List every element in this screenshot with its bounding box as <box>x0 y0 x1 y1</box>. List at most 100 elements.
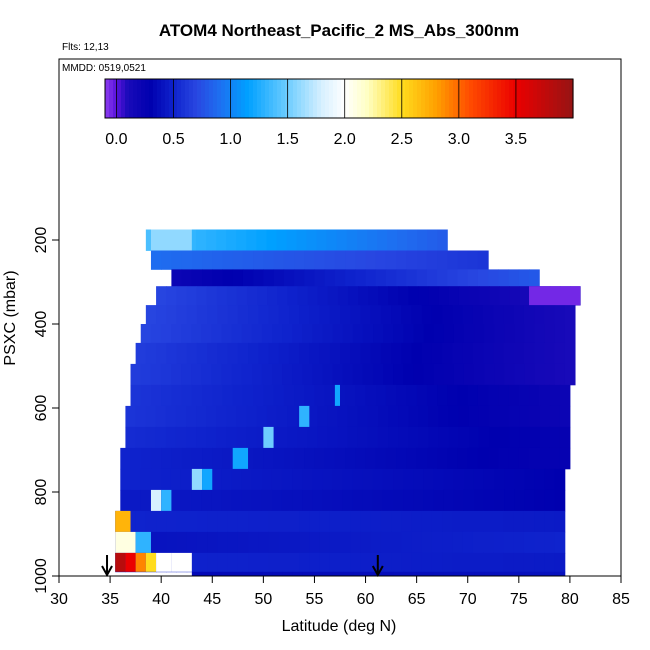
heatmap-cell <box>391 531 402 554</box>
heatmap-cell <box>524 468 535 491</box>
heatmap-cell <box>207 510 218 533</box>
heatmap-cell <box>251 363 263 386</box>
heatmap-cell <box>544 468 556 491</box>
heatmap-cell <box>370 342 382 365</box>
heatmap-cell <box>539 426 551 449</box>
heatmap-feature-cell <box>135 531 151 553</box>
heatmap-cell <box>503 510 515 533</box>
heatmap-cell <box>448 286 460 306</box>
heatmap-cell <box>358 286 369 306</box>
heatmap-cell <box>503 552 515 573</box>
heatmap-cell <box>488 269 499 287</box>
heatmap-cell <box>312 324 324 344</box>
heatmap-cell <box>181 250 193 270</box>
heatmap-cell <box>452 552 464 573</box>
heatmap-cell <box>307 405 318 428</box>
colorbar-segment <box>557 79 562 118</box>
heatmap-cell <box>413 489 424 512</box>
colorbar-segment <box>561 79 566 118</box>
heatmap-cell <box>554 510 566 533</box>
heatmap-cell <box>253 250 264 270</box>
heatmap-cell <box>216 426 227 449</box>
heatmap-cell <box>263 384 275 407</box>
heatmap-cell <box>484 324 495 344</box>
heatmap-cell <box>452 531 464 554</box>
heatmap-feature-cell <box>115 510 131 532</box>
heatmap-cell <box>332 324 344 344</box>
heatmap-cell <box>483 342 494 365</box>
colorbar-segment <box>133 79 138 118</box>
heatmap-cell <box>518 447 530 470</box>
heatmap-cell <box>232 250 244 270</box>
heatmap-cell <box>534 324 546 344</box>
heatmap-cell <box>362 363 374 386</box>
heatmap-cell <box>391 510 402 533</box>
heatmap-cell <box>360 510 372 533</box>
heatmap-cell <box>276 405 288 428</box>
heatmap-cell <box>398 405 409 428</box>
heatmap-cell <box>186 305 198 325</box>
heatmap-cell <box>272 324 283 344</box>
heatmap-cell <box>273 447 285 470</box>
heatmap-cell <box>549 447 561 470</box>
heatmap-cell <box>342 489 354 512</box>
heatmap-cell <box>294 447 305 470</box>
heatmap-feature-cell <box>115 531 136 553</box>
heatmap-cell <box>222 269 234 287</box>
heatmap-cell <box>477 269 489 287</box>
colorbar-segment <box>517 79 522 118</box>
heatmap-cell <box>372 363 384 386</box>
heatmap-cell <box>288 552 300 573</box>
heatmap-cell <box>307 426 318 449</box>
colorbar-segment <box>261 79 266 118</box>
heatmap-cell <box>382 468 394 491</box>
heatmap-cell <box>170 468 182 491</box>
colorbar-segment <box>121 79 126 118</box>
heatmap-feature-cell <box>150 489 162 511</box>
heatmap-cell <box>322 489 333 512</box>
heatmap-cell <box>411 531 423 554</box>
heatmap-cell <box>357 426 369 449</box>
heatmap-cell <box>380 510 392 533</box>
heatmap-cell <box>524 363 536 386</box>
heatmap-cell <box>477 447 489 470</box>
heatmap-cell <box>564 305 576 325</box>
heatmap-cell <box>191 571 203 577</box>
heatmap-cell <box>448 405 460 428</box>
heatmap-cell <box>421 305 433 325</box>
colorbar-segment <box>481 79 486 118</box>
heatmap-cell <box>246 286 258 306</box>
heatmap-cell <box>401 510 413 533</box>
heatmap-cell <box>201 324 212 344</box>
heatmap-cell <box>493 510 504 533</box>
heatmap-cell <box>380 305 392 325</box>
heatmap-cell <box>186 552 198 573</box>
heatmap-cell <box>365 250 377 270</box>
heatmap-cell <box>160 468 172 491</box>
heatmap-cell <box>376 229 388 251</box>
heatmap-cell <box>469 286 480 306</box>
heatmap-cell <box>413 324 425 344</box>
heatmap-cell <box>186 531 198 554</box>
heatmap-cell <box>181 384 193 407</box>
heatmap-cell <box>135 510 147 533</box>
heatmap-cell <box>283 447 295 470</box>
heatmap-feature-cell <box>191 468 203 490</box>
colorbar-segment <box>501 79 506 118</box>
colorbar-segment <box>237 79 242 118</box>
profile-markers <box>101 555 384 578</box>
heatmap-cell <box>196 426 207 449</box>
heatmap-cell <box>431 552 443 573</box>
heatmap-cell <box>217 531 229 554</box>
heatmap-cell <box>564 324 576 344</box>
heatmap-cell <box>423 571 435 577</box>
heatmap-cell <box>226 286 238 306</box>
heatmap-cell <box>181 363 192 386</box>
heatmap-cell <box>324 384 336 407</box>
heatmap-cell <box>362 324 374 344</box>
colorbar-segment <box>225 79 230 118</box>
colorbar-tick-label: 3.0 <box>448 131 470 148</box>
heatmap-cell <box>544 324 556 344</box>
heatmap-cell <box>332 489 344 512</box>
